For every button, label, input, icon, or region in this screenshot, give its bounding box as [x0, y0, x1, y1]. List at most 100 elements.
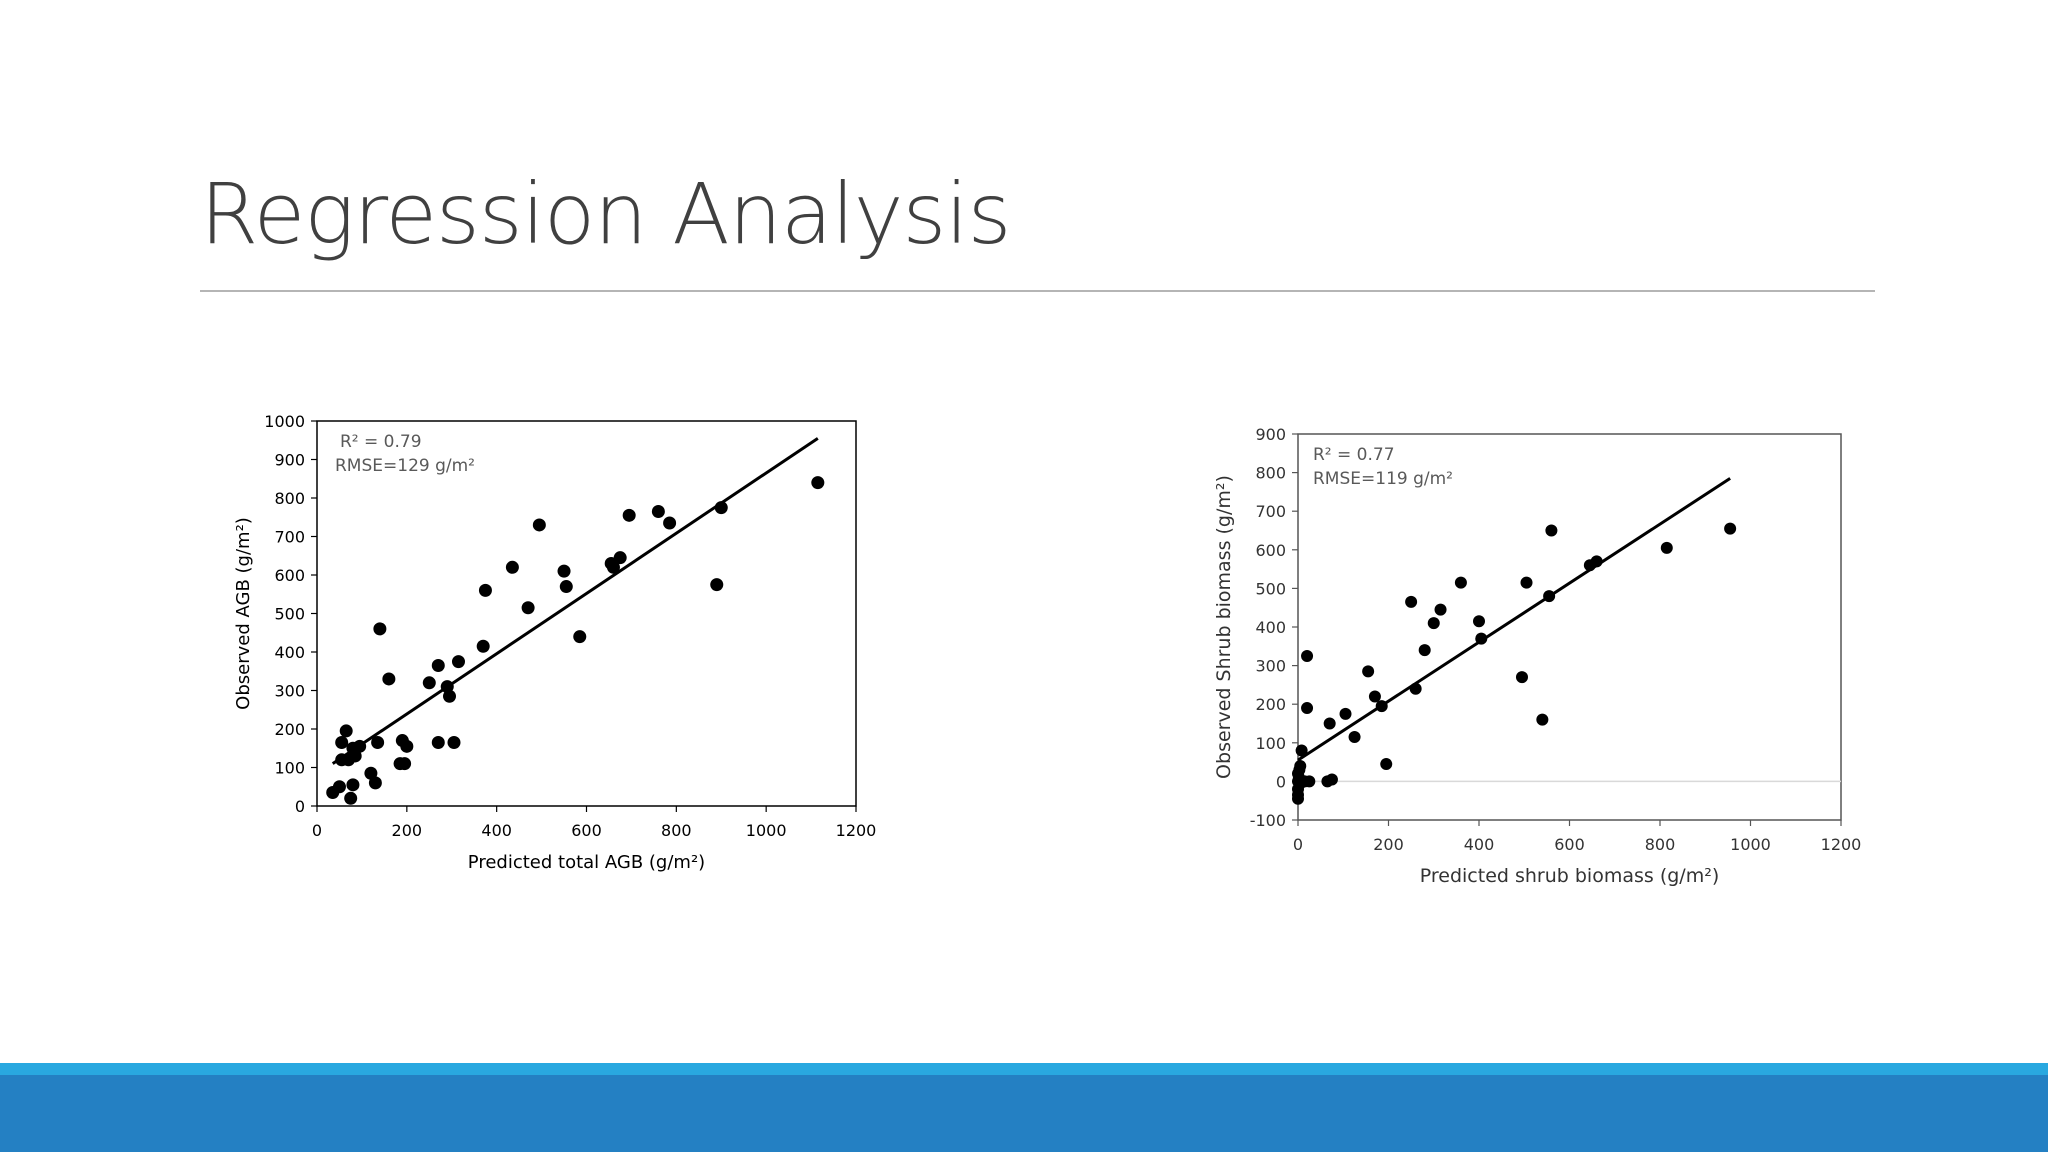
data-point — [622, 508, 636, 522]
x-tick-label: 1200 — [1821, 835, 1862, 854]
data-point — [1348, 731, 1361, 744]
data-point — [1323, 717, 1336, 730]
r-squared-annotation: R² = 0.79 — [340, 432, 422, 452]
y-tick-label: 300 — [274, 682, 305, 701]
data-point — [613, 551, 627, 565]
data-point — [1325, 773, 1338, 786]
regression-line — [331, 437, 819, 765]
data-point — [1590, 555, 1603, 568]
data-point — [1434, 603, 1447, 616]
data-point — [400, 739, 414, 753]
data-point — [714, 501, 728, 515]
y-tick-label: 500 — [1255, 579, 1286, 598]
rmse-annotation: RMSE=119 g/m² — [1313, 469, 1453, 489]
data-point — [1380, 758, 1393, 771]
data-point — [1409, 682, 1422, 695]
data-point — [1543, 590, 1556, 603]
y-tick-label: 900 — [274, 451, 305, 470]
x-tick-label: 0 — [312, 821, 322, 840]
data-point — [431, 658, 445, 672]
data-point — [422, 676, 436, 690]
data-point — [1660, 541, 1673, 554]
data-point — [1515, 671, 1528, 684]
data-point — [1375, 700, 1388, 713]
y-tick-label: 400 — [274, 643, 305, 662]
x-tick-label: 600 — [1554, 835, 1585, 854]
y-tick-label: 600 — [1255, 541, 1286, 560]
data-point — [1303, 775, 1316, 788]
data-point — [1405, 595, 1418, 608]
y-tick-label: -100 — [1250, 811, 1286, 830]
x-tick-label: 600 — [571, 821, 602, 840]
y-tick-label: 300 — [1255, 657, 1286, 676]
y-tick-label: 400 — [1255, 618, 1286, 637]
data-point — [1475, 632, 1488, 645]
data-point — [398, 757, 412, 771]
data-point — [651, 504, 665, 518]
y-tick-label: 200 — [1255, 695, 1286, 714]
regression-line — [1297, 477, 1731, 762]
data-point — [1724, 522, 1737, 535]
title-divider — [200, 290, 1875, 292]
data-point — [1427, 617, 1440, 630]
data-point — [1418, 644, 1431, 657]
y-axis-label: Observed Shrub biomass (g/m²) — [1213, 475, 1235, 779]
x-tick-label: 1000 — [1730, 835, 1771, 854]
y-tick-label: 100 — [1255, 734, 1286, 753]
x-tick-label: 400 — [1464, 835, 1495, 854]
data-point — [1368, 690, 1381, 703]
y-tick-label: 800 — [1255, 464, 1286, 483]
y-tick-label: 900 — [1255, 425, 1286, 444]
x-tick-label: 800 — [661, 821, 692, 840]
x-tick-label: 200 — [392, 821, 423, 840]
x-tick-label: 1000 — [746, 821, 787, 840]
data-point — [346, 778, 360, 792]
data-point — [505, 560, 519, 574]
data-point — [532, 518, 546, 532]
data-point — [557, 564, 571, 578]
y-tick-label: 100 — [274, 759, 305, 778]
data-point — [368, 776, 382, 790]
data-point — [521, 601, 535, 615]
footer-accent-bar — [0, 1063, 2048, 1075]
y-tick-label: 0 — [295, 797, 305, 816]
data-point — [478, 583, 492, 597]
x-axis-label: Predicted total AGB (g/m²) — [468, 852, 705, 873]
data-point — [811, 476, 825, 490]
data-point — [1454, 576, 1467, 589]
x-tick-label: 800 — [1645, 835, 1676, 854]
y-tick-label: 0 — [1276, 772, 1286, 791]
data-point — [606, 560, 620, 574]
y-tick-label: 200 — [274, 720, 305, 739]
data-point — [382, 672, 396, 686]
data-point — [443, 689, 457, 703]
data-point — [1545, 524, 1558, 537]
data-point — [1339, 707, 1352, 720]
y-tick-label: 700 — [274, 528, 305, 547]
data-point — [332, 780, 346, 794]
y-tick-label: 700 — [1255, 502, 1286, 521]
y-axis-label: Observed AGB (g/m²) — [233, 517, 254, 710]
x-tick-label: 400 — [481, 821, 512, 840]
rmse-annotation: RMSE=129 g/m² — [335, 456, 475, 476]
data-point — [1520, 576, 1533, 589]
data-point — [373, 622, 387, 636]
slide-title: Regression Analysis — [200, 165, 1011, 263]
data-point — [353, 739, 367, 753]
data-point — [710, 578, 724, 592]
data-point — [1294, 759, 1307, 772]
data-point — [339, 724, 353, 738]
data-point — [1295, 744, 1308, 757]
data-point — [451, 655, 465, 669]
data-point — [1473, 615, 1485, 628]
y-tick-label: 500 — [274, 605, 305, 624]
data-point — [476, 639, 490, 653]
plot-frame — [1297, 433, 1842, 821]
data-point — [559, 580, 573, 594]
y-tick-label: 1000 — [264, 412, 305, 431]
data-point — [1536, 713, 1549, 726]
data-point — [431, 735, 445, 749]
data-point — [1301, 702, 1314, 715]
